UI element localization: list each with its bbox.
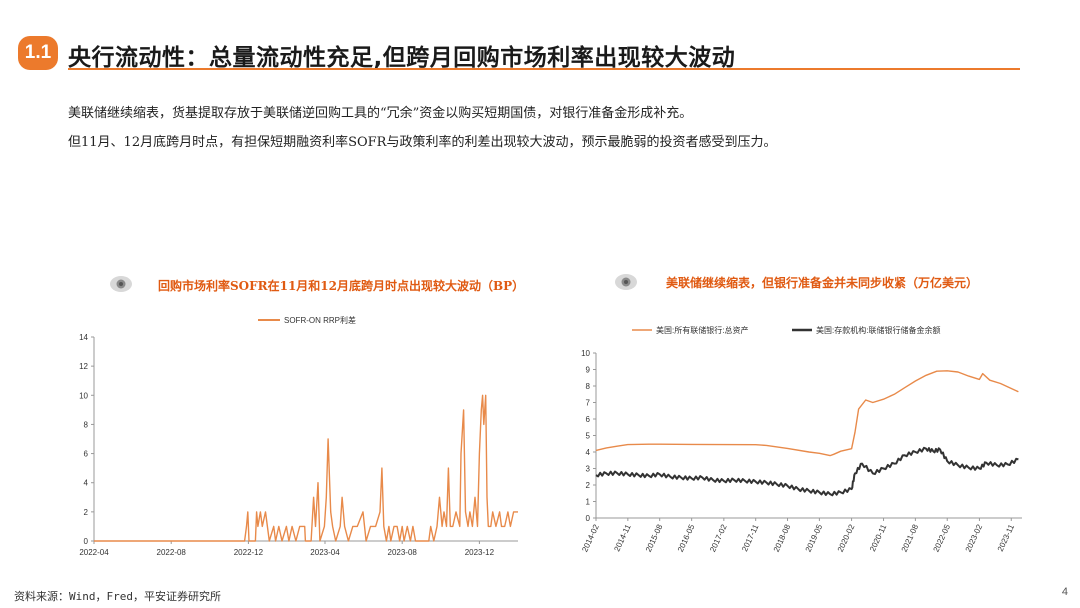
y-tick-label: 0 (84, 537, 89, 546)
x-tick-label: 2023-11 (996, 523, 1017, 553)
y-tick-label: 2 (586, 481, 591, 490)
x-tick-label: 2014-02 (580, 523, 601, 554)
y-tick-label: 6 (84, 450, 89, 459)
body-text-line-1: 美联储继续缩表，货基提取存放于美联储逆回购工具的“冗余”资金以购买短期国债，对银… (68, 106, 693, 121)
body-text-line-2: 但11月、12月底跨月时点，有担保短期融资利率SOFR与政策利率的利差出现较大波… (68, 135, 777, 150)
x-tick-label: 2015-08 (644, 523, 665, 554)
sofr-spread-chart: 0 2 4 6 8 10 12 14 2022-04 2022-08 2022-12 2023-04 2… (79, 315, 518, 557)
x-tick-label: 2023-12 (465, 548, 495, 557)
eye-icon (110, 276, 132, 292)
x-tick-label: 2019-05 (804, 523, 825, 554)
x-tick-label: 2022-04 (79, 548, 109, 557)
y-tick-label: 8 (84, 420, 89, 429)
chart-1-title: 回购市场利率SOFR在11月和12月底跨月时点出现较大波动（BP） (158, 279, 525, 293)
y-tick-label: 3 (586, 465, 591, 474)
x-tick-label: 2023-04 (310, 548, 340, 557)
x-tick-label: 2017-11 (740, 523, 761, 553)
y-tick-label: 1 (586, 498, 591, 507)
legend-label: 美国:所有联储银行:总资产 (656, 325, 748, 335)
x-tick-label: 2014-11 (612, 523, 633, 553)
fed-assets-reserves-chart: 0 1 2 3 4 5 6 7 8 9 10 2014-02 2014-11 2015-08 2016-05… (580, 325, 1022, 554)
y-tick-label: 5 (586, 432, 591, 441)
y-tick-label: 8 (586, 382, 591, 391)
y-tick-label: 0 (586, 514, 591, 523)
y-tick-label: 10 (79, 391, 88, 400)
y-tick-label: 9 (586, 366, 591, 375)
y-tick-label: 7 (586, 399, 591, 408)
eye-icon (615, 274, 637, 290)
y-tick-label: 10 (581, 349, 590, 358)
x-tick-label: 2023-02 (964, 523, 985, 554)
x-tick-label: 2020-02 (836, 523, 857, 554)
source-note: 资料来源：Wind，Fred，平安证券研究所 (14, 590, 221, 603)
series-line-total-assets (595, 370, 1019, 457)
y-tick-label: 4 (586, 448, 591, 457)
y-tick-label: 14 (79, 333, 88, 342)
x-tick-label: 2018-08 (772, 523, 793, 554)
y-tick-label: 2 (84, 508, 89, 517)
legend-label: 美国:存款机构:联储银行储备金余额 (816, 325, 940, 335)
section-number-badge: 1.1 (18, 36, 58, 70)
chart-2-title: 美联储继续缩表，但银行准备金并未同步收紧（万亿美元） (666, 276, 979, 290)
y-tick-label: 4 (84, 479, 89, 488)
series-line-reserves (595, 446, 1019, 497)
legend-label: SOFR-ON RRP利差 (284, 315, 356, 325)
y-tick-label: 6 (586, 415, 591, 424)
x-tick-label: 2022-08 (157, 548, 187, 557)
x-tick-label: 2022-05 (931, 523, 952, 554)
y-tick-label: 12 (79, 362, 88, 371)
x-tick-label: 2020-11 (868, 523, 889, 553)
x-tick-label: 2022-12 (234, 548, 264, 557)
page-title: 央行流动性：总量流动性充足,但跨月回购市场利率出现较大波动 (68, 45, 736, 71)
x-tick-label: 2016-05 (676, 523, 697, 554)
page-number: 4 (1061, 586, 1068, 598)
series-line-sofr-spread (94, 394, 518, 542)
x-tick-label: 2021-08 (900, 523, 921, 554)
x-tick-label: 2017-02 (708, 523, 729, 554)
x-tick-label: 2023-08 (388, 548, 418, 557)
title-divider (68, 68, 1020, 70)
